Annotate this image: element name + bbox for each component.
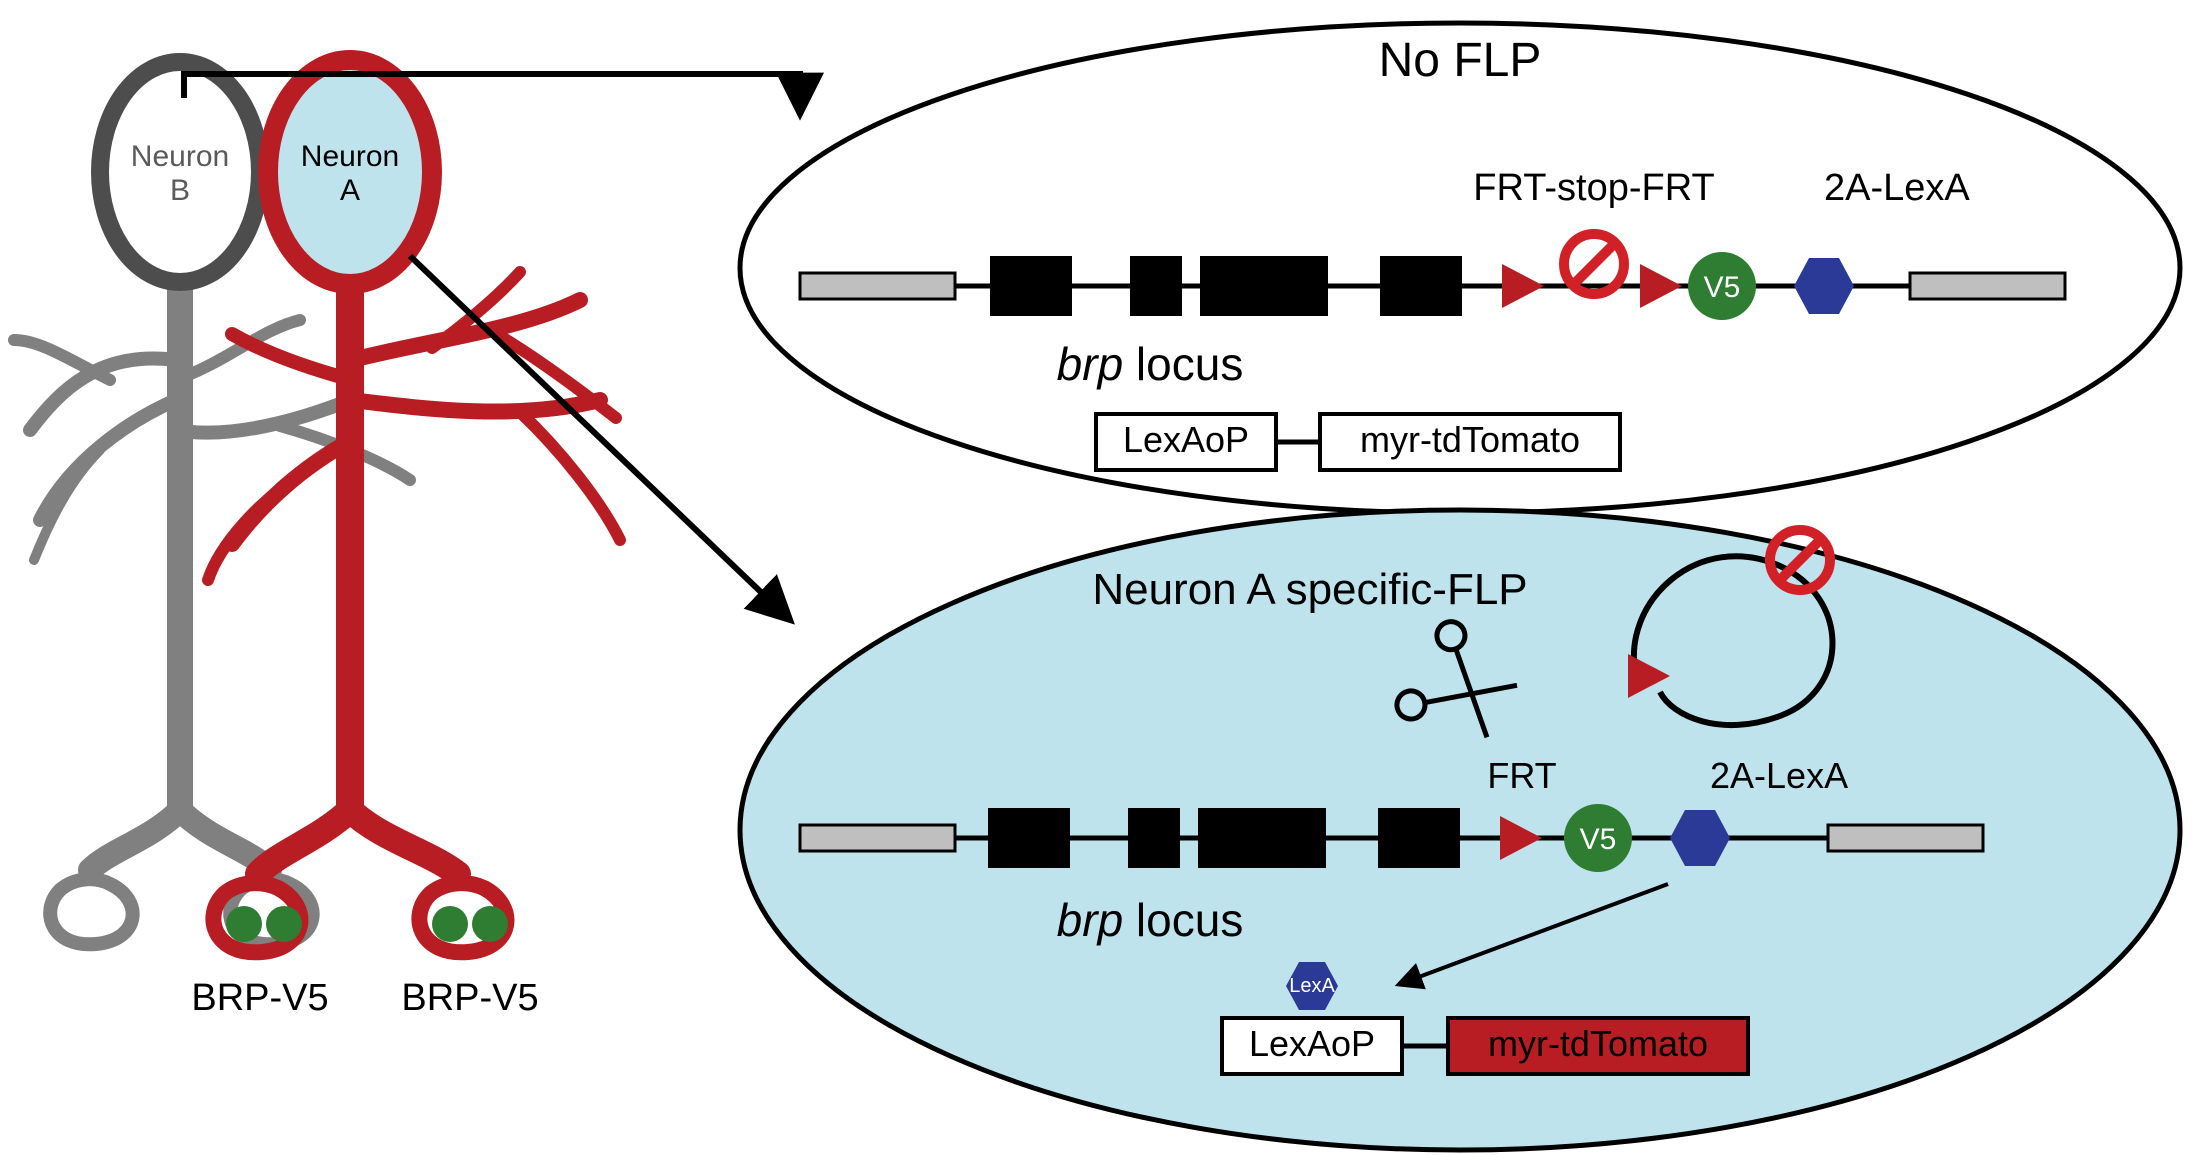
arrow-to-bottom-bubble <box>410 256 788 618</box>
twoa-lexa-label-top: 2A-LexA <box>1824 167 1970 209</box>
neuron-a-flp-title: Neuron A specific-FLP <box>1092 565 1527 614</box>
twoa-lexa-label-bottom: 2A-LexA <box>1710 755 1848 796</box>
no-flp-title: No FLP <box>1379 34 1542 87</box>
brp-v5-dot <box>432 906 468 942</box>
frt-stop-frt-label: FRT-stop-FRT <box>1473 167 1714 209</box>
brp-v5-dot <box>266 906 302 942</box>
diagram: Neuron B Neuron A <box>0 0 2208 1155</box>
lexaop-label-bottom: LexAoP <box>1249 1023 1375 1064</box>
v5-circle-label: V5 <box>1704 271 1741 304</box>
neuron-b-label-2: B <box>170 174 190 207</box>
neuron-a-label-1: Neuron <box>301 140 399 173</box>
frt-label-bottom: FRT <box>1487 755 1556 796</box>
brp-v5-dot <box>472 906 508 942</box>
neuron-b-label-1: Neuron <box>131 140 229 173</box>
myr-tdtomato-label-bottom: myr-tdTomato <box>1488 1023 1708 1064</box>
lexaop-label-top: LexAoP <box>1123 419 1249 460</box>
neuron-a-shape <box>208 272 620 952</box>
v5-circle-label: V5 <box>1580 823 1617 856</box>
reporter-bottom: LexAoP myr-tdTomato <box>1222 1018 1748 1074</box>
brp-v5-label-left: BRP-V5 <box>191 977 328 1019</box>
myr-tdtomato-label-top: myr-tdTomato <box>1360 419 1580 460</box>
neuron-cartoon: Neuron B Neuron A <box>14 60 620 1019</box>
lexa-small-hex-label: LexA <box>1289 975 1335 997</box>
reporter-top: LexAoP myr-tdTomato <box>1096 414 1620 470</box>
brp-v5-dot <box>226 906 262 942</box>
brp-v5-label-right: BRP-V5 <box>401 977 538 1019</box>
brp-locus-label-bottom: brp locus <box>1057 894 1244 946</box>
neuron-a-label-2: A <box>340 174 360 207</box>
brp-locus-label-top: brp locus <box>1057 338 1244 390</box>
